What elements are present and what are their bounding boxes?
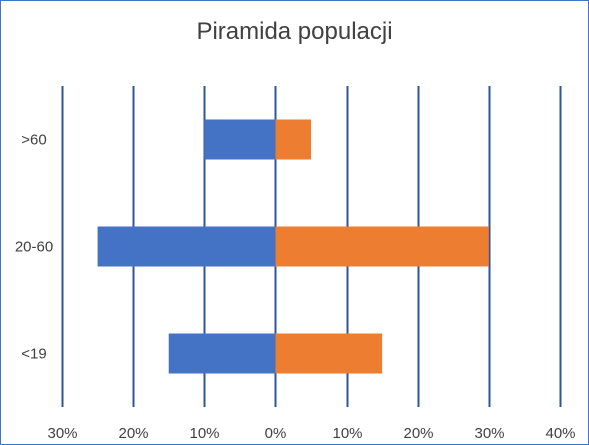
- category-label: >60: [21, 132, 46, 149]
- x-tick-label: 0%: [265, 425, 287, 442]
- category-labels: >60 20-60 <19: [15, 132, 53, 363]
- x-tick-label: 10%: [332, 425, 362, 442]
- bar: [275, 333, 383, 374]
- x-tick-label: 20%: [403, 425, 433, 442]
- bar: [275, 119, 311, 160]
- bars: [97, 119, 489, 374]
- x-tick-label: 10%: [189, 425, 219, 442]
- category-label: <19: [21, 346, 46, 363]
- x-tick-label: 30%: [474, 425, 504, 442]
- bar: [275, 226, 489, 267]
- bar: [204, 119, 276, 160]
- x-tick-labels: 30% 20% 10% 0% 10% 20% 30% 40%: [47, 425, 575, 442]
- x-tick-label: 40%: [545, 425, 575, 442]
- chart-title: Piramida populacji: [196, 18, 393, 45]
- bar: [168, 333, 276, 374]
- x-tick-label: 30%: [47, 425, 77, 442]
- bar: [97, 226, 276, 267]
- category-label: 20-60: [15, 239, 53, 256]
- x-tick-label: 20%: [118, 425, 148, 442]
